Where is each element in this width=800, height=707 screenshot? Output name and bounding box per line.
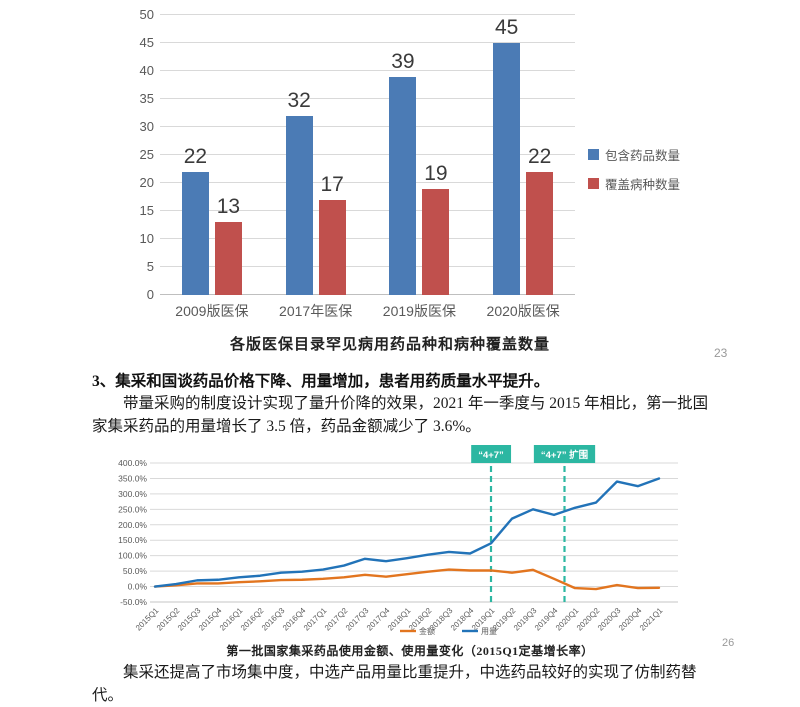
y-tick-label: 15: [139, 203, 154, 218]
bar-value-label: 39: [391, 49, 415, 73]
y-tick-label: 10: [139, 231, 154, 246]
bar-group: 32 17: [285, 15, 346, 295]
gridline: [160, 266, 575, 267]
legend-swatch-icon: [588, 178, 599, 189]
y-tick-label: 400.0%: [118, 458, 147, 468]
bar-value-label: 13: [216, 195, 241, 219]
bar-group: 45 22: [493, 15, 554, 295]
bar: [181, 171, 209, 295]
y-tick-label: 0: [146, 287, 154, 302]
y-tick-label: 100.0%: [118, 551, 147, 561]
y-tick-label: 30: [139, 119, 154, 134]
bar-chart: 0 5 10 15 20 25 30 35 40 45 50 22 13 32 17 39 19 45 22 20…: [0, 0, 800, 330]
closing-paragraph: 集采还提高了市场集中度，中选产品用量比重提升，中选药品较好的实现了仿制药替代。: [92, 664, 697, 704]
gridline: [160, 42, 575, 43]
gridline: [160, 294, 575, 295]
page-number-26: 26: [722, 637, 735, 649]
y-tick-label: 50.0%: [123, 566, 148, 576]
bar-覆盖病种数量: 19: [422, 162, 450, 295]
y-tick-label: 250.0%: [118, 504, 147, 514]
line-chart: 400.0% 350.0% 300.0% 250.0% 200.0% 150.0% 100.…: [100, 438, 760, 646]
gridline: [160, 14, 575, 15]
gridline: [160, 210, 575, 211]
annotation-label: “4+7”: [478, 450, 504, 461]
y-tick-label: 20: [139, 175, 154, 190]
y-tick-label: 40: [139, 63, 154, 78]
section-heading: 3、集采和国谈药品价格下降、用量增加，患者用药质量水平提升。: [92, 373, 550, 390]
annotation-box: [471, 445, 512, 463]
legend-item: 包含药品数量: [588, 145, 680, 164]
gridline: [160, 154, 575, 155]
bar-包含药品数量: 22: [181, 145, 209, 295]
bar-group: 39 19: [389, 15, 450, 295]
y-tick-label: 25: [139, 147, 154, 162]
bar: [318, 199, 346, 295]
y-tick-label: 200.0%: [118, 520, 147, 530]
legend-item: 覆盖病种数量: [588, 174, 680, 193]
legend-label: 覆盖病种数量: [605, 178, 681, 192]
bar-chart-legend: 包含药品数量 覆盖病种数量: [588, 145, 680, 193]
bar: [422, 188, 450, 295]
bar-value-label: 17: [320, 172, 344, 196]
bar-value-label: 45: [494, 16, 519, 39]
series-line-用量: [153, 477, 661, 588]
x-tick-label: 2017年医保: [279, 303, 353, 319]
y-tick-label: -50.0%: [120, 597, 147, 607]
bar-包含药品数量: 39: [389, 50, 417, 295]
bar: [285, 115, 313, 295]
bar-覆盖病种数量: 13: [214, 195, 242, 295]
x-tick-label: 2019版医保: [382, 303, 456, 319]
gridline: [160, 182, 575, 183]
x-tick-label: 2009版医保: [175, 303, 249, 319]
series-line-金额: [153, 568, 661, 591]
bar: [526, 171, 554, 295]
annotation-label: “4+7” 扩围: [541, 449, 588, 461]
y-tick-label: 35: [139, 91, 154, 106]
annotation-box: [533, 445, 596, 463]
bar-覆盖病种数量: 17: [318, 173, 346, 295]
legend-label: 金额: [419, 626, 435, 636]
bar-chart-plot-area: 22 13 32 17 39 19 45 22: [160, 14, 575, 295]
bar-value-label: 22: [527, 144, 552, 168]
bar-value-label: 22: [183, 144, 208, 168]
y-tick-label: 350.0%: [118, 473, 147, 483]
gridline: [160, 70, 575, 71]
bar-chart-caption: 各版医保目录罕见病用药品种和病种覆盖数量: [229, 337, 550, 353]
y-tick-label: 50: [139, 7, 154, 22]
y-tick-label: 150.0%: [118, 535, 147, 545]
bar: [214, 222, 242, 295]
bar-value-label: 32: [287, 88, 311, 112]
bar-覆盖病种数量: 22: [526, 145, 554, 295]
legend-swatch-icon: [588, 149, 599, 160]
section-paragraph: 带量采购的制度设计实现了量升价降的效果，2021 年一季度与 2015 年相比，…: [92, 395, 709, 435]
bar-包含药品数量: 32: [285, 89, 313, 295]
bar: [493, 43, 521, 295]
gridline: [160, 126, 575, 127]
page-number-23: 23: [714, 346, 728, 360]
gridline: [160, 98, 575, 99]
legend-label: 包含药品数量: [605, 149, 681, 163]
bar-value-label: 19: [424, 161, 448, 185]
bar-chart-y-axis: 0 5 10 15 20 25 30 35 40 45 50: [118, 8, 154, 302]
line-chart-caption: 第一批国家集采药品使用金额、使用量变化（2015Q1定基增长率）: [226, 644, 594, 658]
y-tick-label: 5: [146, 259, 154, 274]
bar-包含药品数量: 45: [493, 16, 521, 295]
y-tick-label: 45: [139, 35, 154, 50]
bar-chart-x-axis: 2009版医保 2017年医保 2019版医保 2020版医保: [160, 301, 575, 321]
legend-label: 用量: [481, 627, 497, 636]
gridline: [160, 238, 575, 239]
line-chart-canvas: 400.0% 350.0% 300.0% 250.0% 200.0% 150.0% 100.…: [118, 445, 678, 636]
y-tick-label: 0.0%: [128, 582, 148, 592]
x-tick-label: 2020版医保: [486, 303, 560, 319]
bar-group: 22 13: [181, 15, 242, 295]
y-tick-label: 300.0%: [118, 489, 147, 499]
bar: [389, 76, 417, 295]
x-tick-label: 2021Q1: [638, 606, 665, 633]
